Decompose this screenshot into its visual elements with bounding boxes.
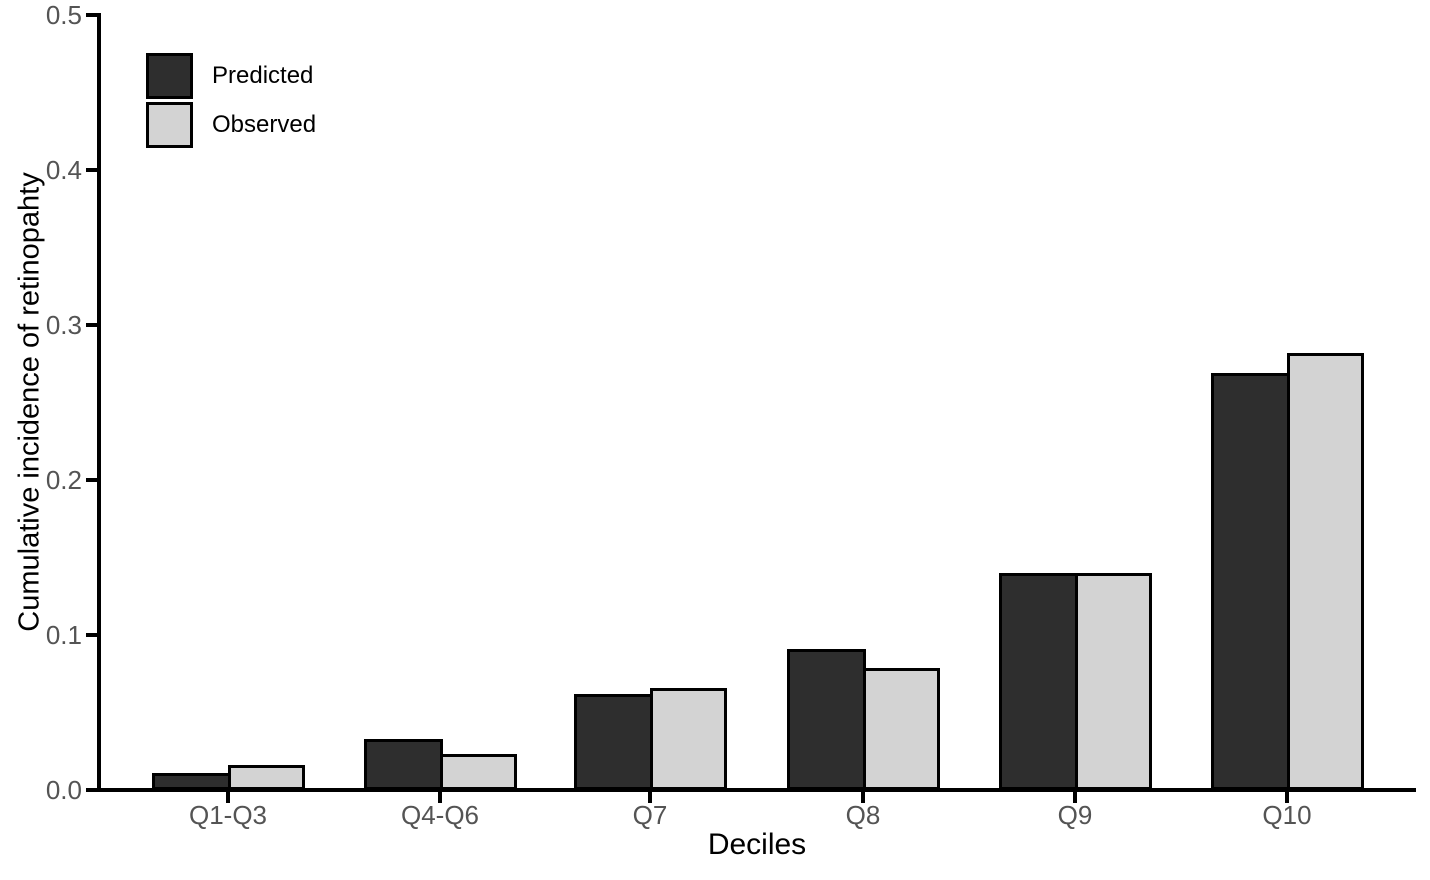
x-category-label-q10: Q10 [1262, 800, 1312, 830]
y-tick-0.2 [86, 478, 97, 482]
y-axis-title: Cumulative incidence of retinopahty [13, 172, 46, 632]
x-tick-q8 [861, 792, 865, 803]
y-tick-0.5 [86, 13, 97, 17]
y-tick-0.0 [86, 788, 97, 792]
bar-observed-q7 [650, 688, 727, 790]
y-tick-0.1 [86, 633, 97, 637]
bar-predicted-q9 [999, 573, 1078, 790]
x-tick-q9 [1073, 792, 1077, 803]
x-category-label-q7: Q7 [632, 800, 668, 830]
bar-predicted-q1-q3 [152, 773, 231, 790]
legend-swatch-predicted [146, 53, 193, 99]
x-category-label-q4-q6: Q4-Q6 [400, 800, 480, 830]
x-tick-q7 [648, 792, 652, 803]
y-tick-label-0.4: 0.4 [45, 155, 82, 185]
bar-predicted-q8 [787, 649, 866, 790]
x-axis-line [97, 788, 1416, 792]
y-tick-label-0.5: 0.5 [45, 0, 82, 30]
x-category-label-q1-q3: Q1-Q3 [188, 800, 268, 830]
y-tick-label-0.1: 0.1 [45, 620, 82, 650]
x-tick-q4-q6 [438, 792, 442, 803]
bar-predicted-q4-q6 [364, 739, 443, 790]
x-tick-q10 [1285, 792, 1289, 803]
x-tick-q1-q3 [226, 792, 230, 803]
y-tick-label-0.2: 0.2 [45, 465, 82, 495]
x-category-label-q8: Q8 [845, 800, 881, 830]
bar-observed-q9 [1075, 573, 1152, 790]
bar-predicted-q7 [574, 694, 653, 790]
bar-observed-q8 [863, 668, 940, 790]
bar-observed-q1-q3 [228, 765, 305, 790]
legend-label-predicted: Predicted [212, 62, 314, 89]
y-axis-line [97, 13, 101, 792]
legend-swatch-observed [146, 102, 193, 148]
bar-observed-q4-q6 [440, 754, 517, 790]
bar-predicted-q10 [1211, 373, 1290, 790]
x-category-label-q9: Q9 [1057, 800, 1093, 830]
y-tick-0.4 [86, 168, 97, 172]
legend-label-observed: Observed [212, 111, 317, 138]
y-tick-0.3 [86, 323, 97, 327]
x-axis-title: Deciles [707, 828, 807, 861]
y-tick-label-0.0: 0.0 [45, 775, 82, 805]
bar-observed-q10 [1287, 353, 1364, 790]
y-tick-label-0.3: 0.3 [45, 310, 82, 340]
